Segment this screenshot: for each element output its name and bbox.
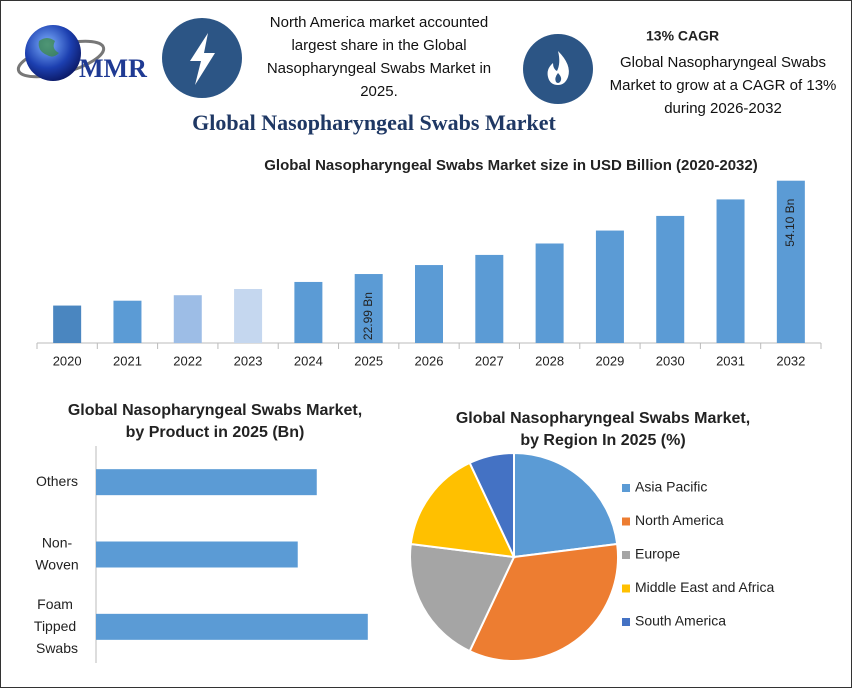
cagr-title: 13% CAGR	[646, 28, 719, 44]
bar	[96, 469, 317, 496]
pie-slice	[468, 451, 515, 558]
bar	[173, 295, 202, 343]
legend-swatch	[622, 551, 630, 559]
flame-icon	[523, 34, 593, 104]
chart-title: Global Nasopharyngeal Swabs Market size …	[264, 157, 758, 174]
legend-label: Europe	[635, 546, 680, 562]
pie-slice	[409, 461, 516, 559]
chart-title: Global Nasopharyngeal Swabs Market,	[456, 410, 750, 427]
cagr-text: Global Nasopharyngeal Swabs Market to gr…	[609, 54, 837, 117]
legend-swatch	[622, 618, 630, 626]
value-label: 54.10 Bn	[783, 199, 797, 247]
chart-title: by Region In 2025 (%)	[520, 432, 685, 449]
lightning-icon	[162, 18, 242, 98]
x-tick-label: 2032	[776, 353, 805, 368]
bar	[595, 230, 624, 343]
logo-text: MMR	[79, 54, 147, 83]
chart-title: by Product in 2025 (Bn)	[126, 424, 305, 441]
bar	[535, 243, 564, 343]
x-tick-label: 2022	[173, 353, 202, 368]
y-tick-label: Non-Woven	[35, 534, 78, 572]
x-tick-label: 2028	[535, 353, 564, 368]
x-tick-label: 2021	[113, 353, 142, 368]
x-tick-label: 2020	[53, 353, 82, 368]
legend-label: Asia Pacific	[635, 479, 707, 495]
pie-slice	[513, 451, 619, 559]
legend-label: South America	[635, 613, 726, 629]
bar	[475, 254, 504, 343]
bar	[716, 199, 745, 343]
bar	[415, 265, 443, 343]
legend-swatch	[622, 484, 630, 492]
logo: MMR	[16, 25, 147, 83]
x-tick-label: 2024	[294, 353, 323, 368]
pie-slice	[409, 542, 516, 653]
x-tick-label: 2029	[595, 353, 624, 368]
bar	[234, 289, 263, 343]
bar	[656, 215, 685, 343]
legend-label: North America	[635, 512, 724, 528]
legend-swatch	[622, 517, 630, 526]
value-label: 22.99 Bn	[361, 292, 375, 340]
legend-swatch	[622, 584, 630, 593]
bar	[776, 180, 805, 343]
bar	[354, 274, 383, 343]
x-tick-label: 2031	[716, 353, 745, 368]
bar	[294, 281, 323, 343]
share-note: North America market accounted largest s…	[266, 14, 492, 100]
x-tick-label: 2025	[354, 353, 383, 368]
x-tick-label: 2026	[415, 353, 444, 368]
chart-title: Global Nasopharyngeal Swabs Market,	[68, 402, 362, 419]
x-tick-label: 2027	[475, 353, 504, 368]
bar	[113, 300, 142, 343]
y-tick-label: Foam Tipped Swabs	[34, 596, 80, 656]
bar	[96, 613, 368, 640]
x-tick-label: 2030	[656, 353, 685, 368]
legend-label: Middle East and Africa	[635, 579, 775, 595]
main-title: Global Nasopharyngeal Swabs Market	[192, 110, 556, 135]
bar	[96, 541, 298, 568]
bar	[53, 305, 82, 343]
y-tick-label: Others	[36, 473, 78, 489]
x-tick-label: 2023	[234, 353, 263, 368]
